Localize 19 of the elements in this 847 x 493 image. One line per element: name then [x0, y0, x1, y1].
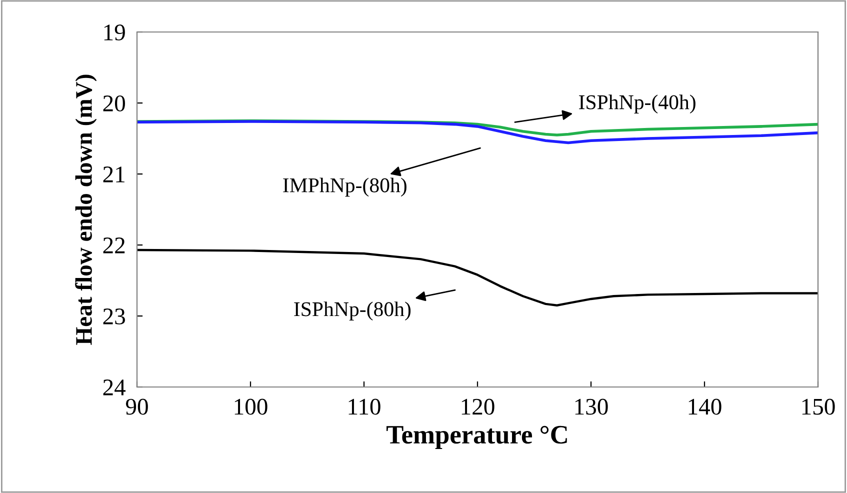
x-tick-label: 150 — [802, 398, 835, 415]
y-tick-label: 20 — [103, 95, 125, 112]
y-tick-label: 21 — [103, 166, 124, 182]
x-tick-label: 130 — [575, 398, 608, 415]
line-series — [137, 120, 818, 144]
annotation: ISPhNp-(40h) — [579, 94, 696, 114]
y-tick-label: 24 — [103, 380, 126, 396]
y-tick-label: 22 — [103, 238, 125, 254]
x-tick-label: 140 — [688, 398, 722, 415]
x-axis-title: Temperature °C — [386, 426, 567, 450]
x-tick-label: 90 — [126, 398, 148, 415]
annotation: ISPhNp-(80h) — [294, 302, 411, 320]
annotation: IMPhNp-(80h) — [283, 178, 406, 197]
y-tick-label: 19 — [104, 24, 125, 40]
x-tick-label: 120 — [462, 398, 494, 415]
y-tick-label: 23 — [103, 308, 125, 324]
y-axis-title: Heat flow endo down (mV) — [75, 74, 97, 345]
x-tick-label: 100 — [234, 398, 268, 415]
x-tick-label: 110 — [348, 398, 380, 415]
